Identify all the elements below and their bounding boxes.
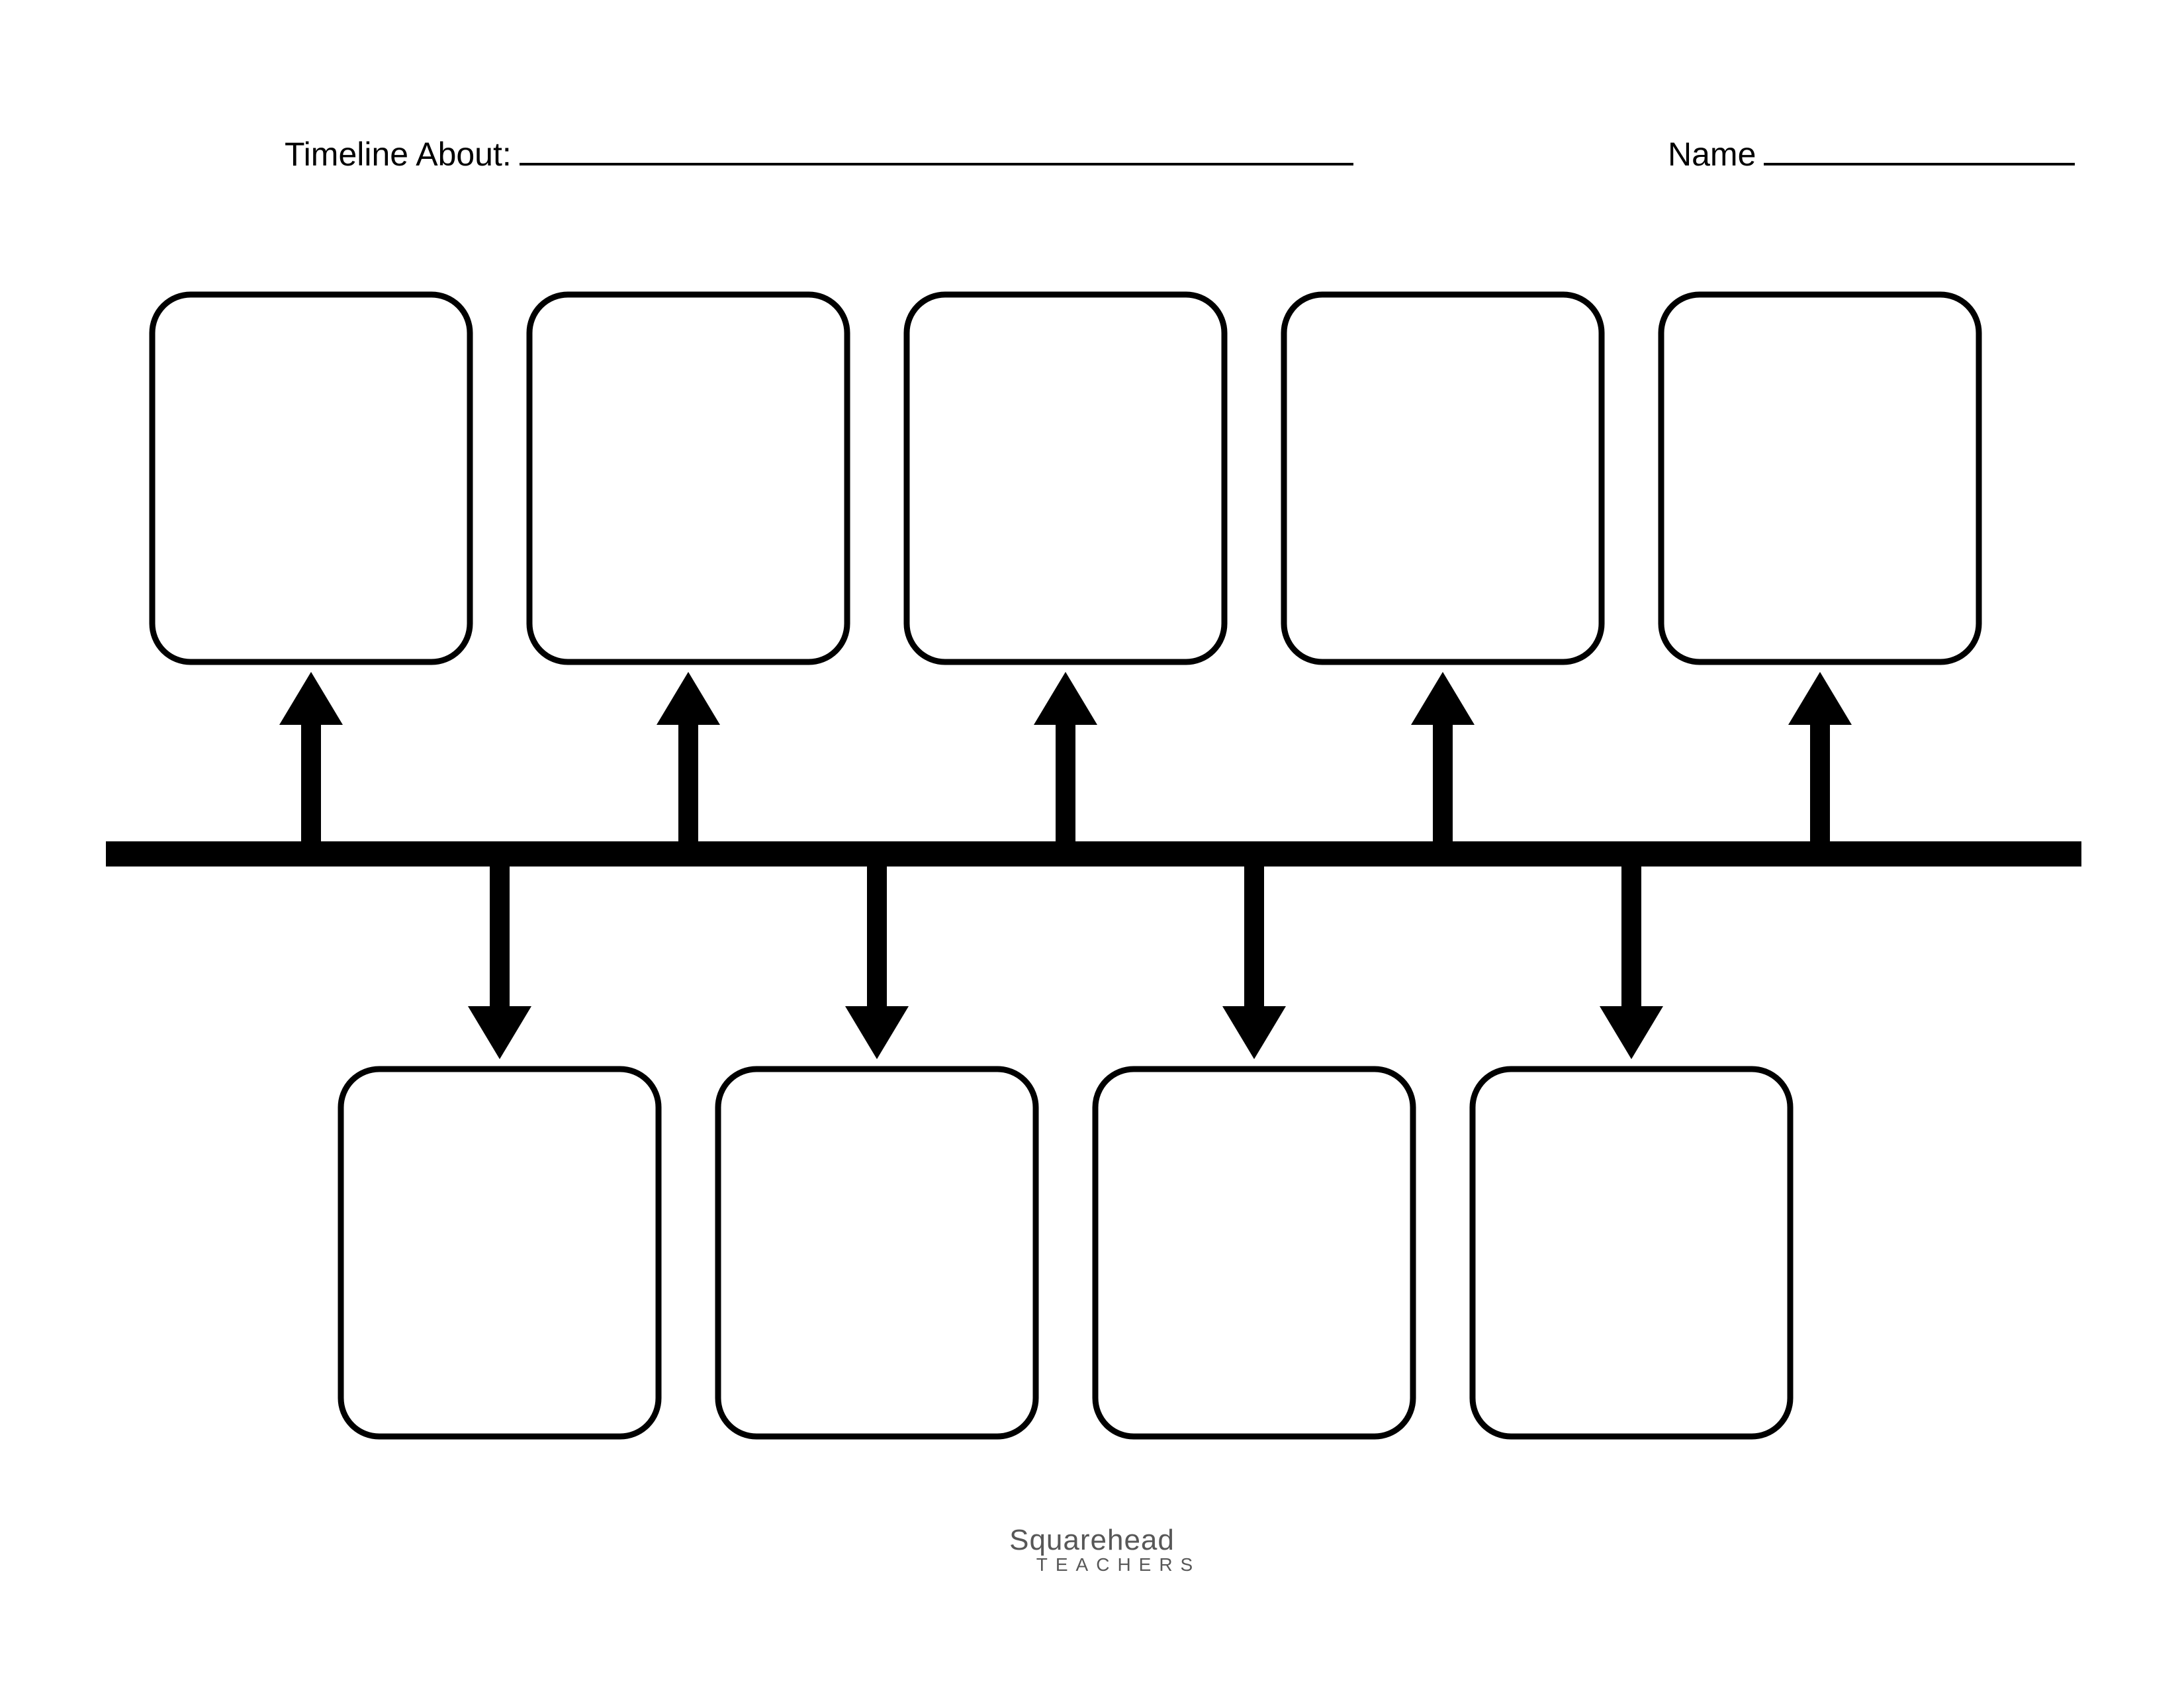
arrow-up-5-head [1788, 672, 1852, 725]
arrow-down-3-shaft [1244, 864, 1264, 1006]
event-box-bottom-2 [718, 1069, 1036, 1436]
arrow-down-2-head [845, 1006, 909, 1059]
arrow-down-4-head [1600, 1006, 1663, 1059]
brand-subtitle: TEACHERS [53, 1554, 2184, 1575]
arrow-down-1-head [468, 1006, 531, 1059]
arrow-down-4-shaft [1621, 864, 1641, 1006]
arrow-up-5-shaft [1810, 725, 1830, 844]
arrow-up-3-shaft [1056, 725, 1075, 844]
arrow-up-3-head [1034, 672, 1097, 725]
event-box-bottom-4 [1473, 1069, 1790, 1436]
event-box-top-1 [152, 295, 470, 662]
arrow-up-4-shaft [1433, 725, 1453, 844]
timeline-diagram [0, 0, 2184, 1688]
event-box-top-4 [1284, 295, 1602, 662]
arrow-up-4-head [1411, 672, 1475, 725]
arrow-down-2-shaft [867, 864, 887, 1006]
timeline-axis [106, 841, 2081, 867]
brand-name: Squarehead [0, 1524, 2184, 1557]
event-box-top-3 [907, 295, 1224, 662]
event-box-top-5 [1661, 295, 1979, 662]
event-box-top-2 [529, 295, 847, 662]
arrow-up-1-shaft [301, 725, 321, 844]
arrow-up-2-shaft [678, 725, 698, 844]
arrow-up-2-head [657, 672, 720, 725]
event-box-bottom-1 [341, 1069, 659, 1436]
arrow-up-1-head [279, 672, 343, 725]
footer-branding: Squarehead TEACHERS [0, 1524, 2184, 1575]
arrow-down-1-shaft [490, 864, 510, 1006]
arrow-down-3-head [1222, 1006, 1286, 1059]
event-box-bottom-3 [1095, 1069, 1413, 1436]
